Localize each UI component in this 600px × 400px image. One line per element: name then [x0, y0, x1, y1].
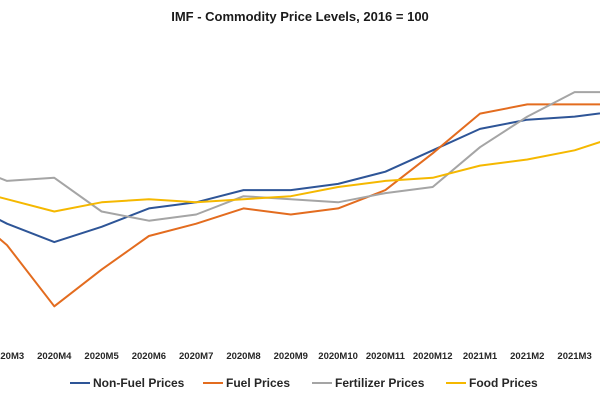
x-tick-label: 2020M8 — [226, 351, 260, 362]
legend-item: Non-Fuel Prices — [70, 376, 185, 390]
x-tick-label: 2020M4 — [37, 351, 72, 362]
x-tick-label: 2021M1 — [463, 351, 498, 362]
legend-label: Fuel Prices — [226, 376, 290, 390]
legend-item: Fertilizer Prices — [312, 376, 425, 390]
x-tick-label: 2020M3 — [0, 351, 24, 362]
x-tick-label: 2021M2 — [510, 351, 544, 362]
chart-title: IMF - Commodity Price Levels, 2016 = 100 — [171, 9, 429, 24]
x-tick-label: 2020M11 — [366, 351, 406, 362]
series-line-fertilizer-prices — [0, 91, 600, 222]
legend-label: Food Prices — [469, 376, 538, 390]
x-tick-label: 2021M3 — [557, 351, 591, 362]
series-line-non-fuel-prices — [0, 112, 600, 244]
series-line-fuel-prices — [0, 103, 600, 308]
legend-item: Food Prices — [446, 376, 538, 390]
legend-label: Non-Fuel Prices — [93, 376, 185, 390]
x-tick-label: 2020M7 — [179, 351, 213, 362]
series-line-food-prices — [0, 141, 600, 213]
legend: Non-Fuel Prices Fuel Prices Fertilizer Pri… — [70, 376, 538, 390]
x-axis-ticks: 2020M3 2020M4 2020M5 2020M6 2020M7 2020M8 2020… — [0, 351, 592, 362]
x-tick-label: 2020M12 — [413, 351, 453, 362]
legend-label: Fertilizer Prices — [335, 376, 425, 390]
legend-item: Fuel Prices — [203, 376, 290, 390]
x-tick-label: 2020M5 — [84, 351, 119, 362]
series-layer — [0, 91, 600, 308]
x-tick-label: 2020M10 — [318, 351, 358, 362]
x-tick-label: 2020M6 — [132, 351, 166, 362]
x-tick-label: 2020M9 — [274, 351, 308, 362]
